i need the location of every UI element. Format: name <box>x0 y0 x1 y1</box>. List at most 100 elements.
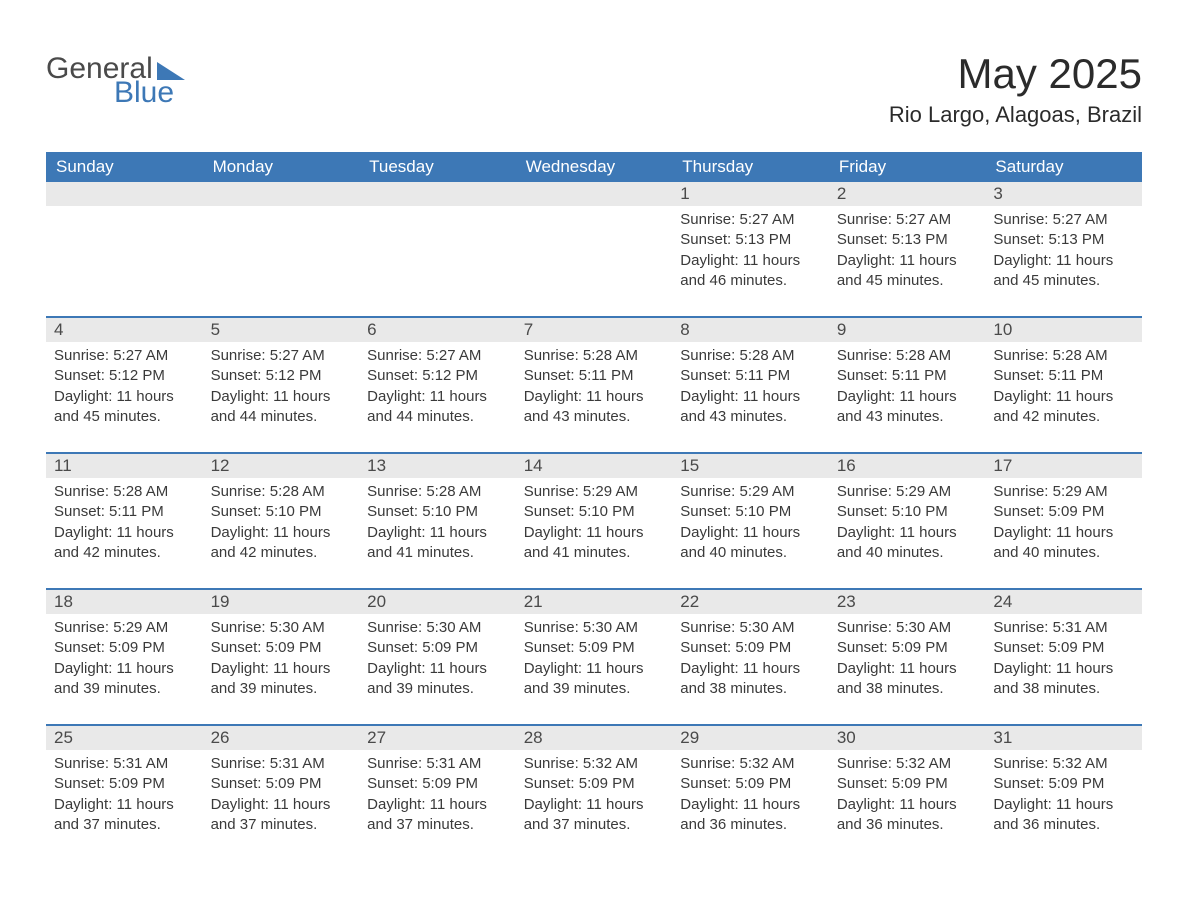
sunset-line: Sunset: 5:09 PM <box>367 774 508 794</box>
daylight-label: Daylight: <box>680 660 743 677</box>
day-details: Sunrise: 5:27 AMSunset: 5:13 PMDaylight:… <box>829 206 986 299</box>
sunrise-line: Sunrise: 5:30 AM <box>211 618 352 638</box>
sunrise-label: Sunrise: <box>211 347 270 364</box>
day-number: 6 <box>359 318 516 342</box>
sunset-value: 5:13 PM <box>735 231 791 248</box>
daylight-label: Daylight: <box>54 660 117 677</box>
day-cell <box>203 182 360 316</box>
sunrise-value: 5:27 AM <box>739 211 794 228</box>
day-details: Sunrise: 5:29 AMSunset: 5:10 PM Daylight:… <box>516 478 673 571</box>
sunrise-label: Sunrise: <box>837 483 896 500</box>
sunset-line: Sunset: 5:09 PM <box>211 638 352 658</box>
daylight-label: Daylight: <box>993 388 1056 405</box>
sunset-line: Sunset: 5:09 PM <box>211 774 352 794</box>
sunset-label: Sunset: <box>680 775 735 792</box>
weekday-header-row: SundayMondayTuesdayWednesdayThursdayFrid… <box>46 152 1142 182</box>
daylight-line: Daylight: 11 hours and 37 minutes. <box>54 795 195 836</box>
daylight-label: Daylight: <box>680 796 743 813</box>
sunset-value: 5:12 PM <box>109 367 165 384</box>
sunrise-label: Sunrise: <box>524 755 583 772</box>
sunrise-line: Sunrise: 5:29 AM <box>993 482 1134 502</box>
sunrise-line: Sunrise: 5:30 AM <box>524 618 665 638</box>
day-number <box>203 182 360 206</box>
daylight-line: Daylight: 11 hours and 45 minutes. <box>993 251 1134 292</box>
sunrise-label: Sunrise: <box>54 619 113 636</box>
sunrise-line: Sunrise: 5:28 AM <box>524 346 665 366</box>
day-cell: 14Sunrise: 5:29 AMSunset: 5:10 PMDayligh… <box>516 454 673 588</box>
sunset-value: 5:11 PM <box>892 367 947 384</box>
sunrise-line: Sunrise: 5:27 AM <box>367 346 508 366</box>
sunset-line: Sunset: 5:09 PM <box>837 638 978 658</box>
sunset-line: Sunset: 5:09 PM <box>54 638 195 658</box>
sunset-label: Sunset: <box>993 503 1048 520</box>
day-number: 3 <box>985 182 1142 206</box>
sunset-value: 5:13 PM <box>892 231 948 248</box>
calendar: SundayMondayTuesdayWednesdayThursdayFrid… <box>46 152 1142 860</box>
sunset-value: 5:09 PM <box>109 775 165 792</box>
day-details: Sunrise: 5:28 AMSunset: 5:11 PMDaylight:… <box>985 342 1142 435</box>
day-details: Sunrise: 5:27 AMSunset: 5:12 PMDaylight:… <box>46 342 203 435</box>
sunrise-label: Sunrise: <box>837 347 896 364</box>
sunrise-line: Sunrise: 5:28 AM <box>54 482 195 502</box>
sunset-label: Sunset: <box>54 503 109 520</box>
logo-text-blue: Blue <box>46 78 185 108</box>
day-details: Sunrise: 5:31 AMSunset: 5:09 PMDaylight:… <box>46 750 203 843</box>
sunset-line: Sunset: 5:09 PM <box>54 774 195 794</box>
daylight-label: Daylight: <box>524 524 587 541</box>
sunset-value: 5:09 PM <box>735 639 791 656</box>
day-cell: 20Sunrise: 5:30 AMSunset: 5:09 PMDayligh… <box>359 590 516 724</box>
day-number: 23 <box>829 590 986 614</box>
sunrise-value: 5:28 AM <box>739 347 794 364</box>
sunset-value: 5:12 PM <box>422 367 478 384</box>
day-cell: 15Sunrise: 5:29 AMSunset: 5:10 PMDayligh… <box>672 454 829 588</box>
sunrise-label: Sunrise: <box>993 619 1052 636</box>
sunset-line: Sunset: 5:09 PM <box>524 774 665 794</box>
sunrise-line: Sunrise: 5:29 AM <box>837 482 978 502</box>
sunrise-value: 5:31 AM <box>426 755 481 772</box>
day-details: Sunrise: 5:28 AMSunset: 5:11 PMDaylight:… <box>516 342 673 435</box>
daylight-label: Daylight: <box>211 524 274 541</box>
daylight-line: Daylight: 11 hours and 42 minutes. <box>993 387 1134 428</box>
daylight-line: Daylight: 11 hours and 42 minutes. <box>54 523 195 564</box>
day-details: Sunrise: 5:28 AMSunset: 5:11 PMDaylight:… <box>46 478 203 571</box>
daylight-line: Daylight: 11 hours and 38 minutes. <box>993 659 1134 700</box>
sunset-label: Sunset: <box>680 231 735 248</box>
sunset-label: Sunset: <box>54 639 109 656</box>
daylight-line: Daylight: 11 hours and 45 minutes. <box>54 387 195 428</box>
day-cell: 18Sunrise: 5:29 AMSunset: 5:09 PMDayligh… <box>46 590 203 724</box>
day-details: Sunrise: 5:32 AMSunset: 5:09 PMDaylight:… <box>672 750 829 843</box>
day-details: Sunrise: 5:27 AMSunset: 5:13 PMDaylight:… <box>985 206 1142 299</box>
weekday-header: Friday <box>829 152 986 182</box>
day-number: 26 <box>203 726 360 750</box>
sunset-line: Sunset: 5:11 PM <box>54 502 195 522</box>
daylight-label: Daylight: <box>993 524 1056 541</box>
week-row: 4Sunrise: 5:27 AMSunset: 5:12 PMDaylight… <box>46 316 1142 452</box>
sunrise-value: 5:30 AM <box>739 619 794 636</box>
sunrise-line: Sunrise: 5:29 AM <box>524 482 665 502</box>
sunset-line: Sunset: 5:09 PM <box>680 774 821 794</box>
sunset-line: Sunset: 5:12 PM <box>367 366 508 386</box>
daylight-label: Daylight: <box>837 660 900 677</box>
day-details: Sunrise: 5:27 AMSunset: 5:12 PMDaylight:… <box>359 342 516 435</box>
daylight-line: Daylight: 11 hours and 45 minutes. <box>837 251 978 292</box>
sunrise-value: 5:27 AM <box>1053 211 1108 228</box>
sunset-value: 5:13 PM <box>1048 231 1104 248</box>
daylight-label: Daylight: <box>524 796 587 813</box>
sunset-line: Sunset: 5:10 PM <box>524 502 665 522</box>
day-number: 12 <box>203 454 360 478</box>
day-details: Sunrise: 5:30 AMSunset: 5:09 PMDaylight:… <box>203 614 360 707</box>
daylight-line: Daylight: 11 hours and 38 minutes. <box>680 659 821 700</box>
daylight-label: Daylight: <box>680 524 743 541</box>
day-cell: 11Sunrise: 5:28 AMSunset: 5:11 PMDayligh… <box>46 454 203 588</box>
day-number: 2 <box>829 182 986 206</box>
sunset-label: Sunset: <box>993 639 1048 656</box>
day-number: 31 <box>985 726 1142 750</box>
sunset-value: 5:09 PM <box>422 639 478 656</box>
sunset-label: Sunset: <box>367 503 422 520</box>
sunrise-value: 5:31 AM <box>113 755 168 772</box>
day-cell: 16Sunrise: 5:29 AMSunset: 5:10 PMDayligh… <box>829 454 986 588</box>
sunrise-value: 5:30 AM <box>426 619 481 636</box>
daylight-line: Daylight: 11 hours and 39 minutes. <box>211 659 352 700</box>
sunset-label: Sunset: <box>524 503 579 520</box>
sunrise-label: Sunrise: <box>367 483 426 500</box>
